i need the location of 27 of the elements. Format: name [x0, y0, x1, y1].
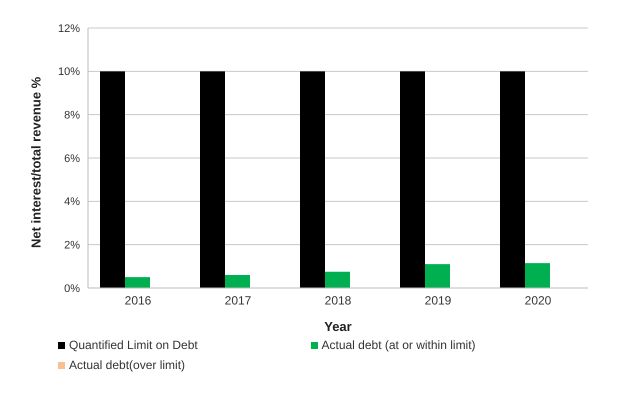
bar: [525, 263, 550, 288]
y-tick-label: 12%: [58, 22, 80, 35]
x-axis-title: Year: [324, 319, 352, 334]
y-tick-label: 0%: [64, 282, 80, 295]
x-tick-label: 2016: [124, 294, 152, 308]
x-tick-label: 2017: [224, 294, 252, 308]
bar: [400, 71, 425, 288]
y-tick-label: 2%: [64, 240, 80, 252]
y-tick-label: 6%: [64, 152, 80, 165]
bar: [100, 71, 125, 288]
bar: [325, 272, 350, 288]
y-tick-label: 10%: [58, 66, 80, 78]
bar: [500, 71, 525, 288]
y-tick-label: 8%: [64, 110, 80, 122]
y-tick-label: 4%: [64, 196, 80, 208]
bar: [200, 71, 225, 288]
x-tick-label: 2020: [524, 294, 552, 308]
x-tick-label: 2018: [324, 294, 352, 308]
bar: [225, 275, 250, 288]
bar: [425, 264, 450, 288]
legend-label: Actual debt (at or within limit): [322, 338, 476, 352]
legend-label: Quantified Limit on Debt: [69, 338, 198, 352]
y-axis-title: Net interest/total revenue %: [28, 76, 44, 248]
bar: [125, 277, 150, 288]
bar: [300, 71, 325, 288]
x-tick-label: 2019: [424, 294, 452, 308]
legend-label: Actual debt(over limit): [69, 358, 186, 372]
